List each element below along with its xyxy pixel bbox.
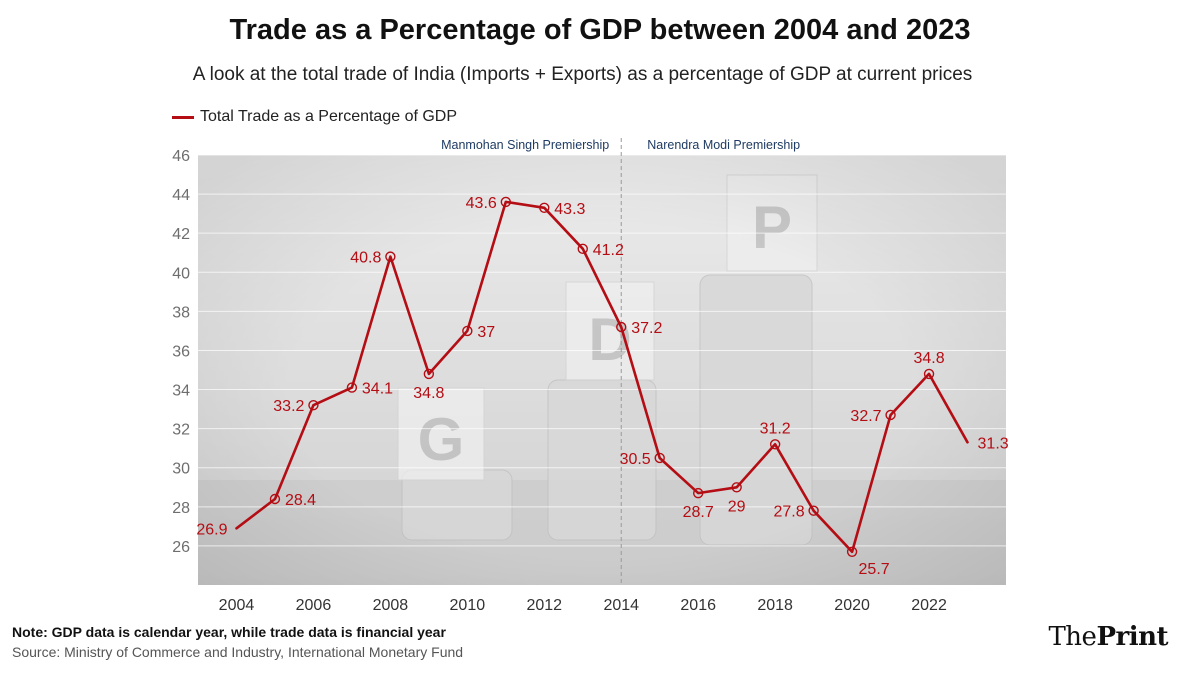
x-axis: 2004 2006 2008 2010 2012 2014 2016 2018 2020 2022 <box>219 597 947 614</box>
data-label-2013: 41.2 <box>593 242 624 259</box>
data-label-2010: 37 <box>477 324 495 341</box>
plot-background: G D P <box>198 155 1006 585</box>
point-2021 <box>885 409 896 421</box>
data-label-2016: 28.7 <box>683 504 714 521</box>
data-label-2007: 34.1 <box>362 381 393 398</box>
gridlines <box>198 154 1006 547</box>
data-label-2011: 43.6 <box>466 195 497 212</box>
y-axis: 26 28 30 32 34 36 38 40 42 44 46 <box>172 148 190 556</box>
x-tick-label-2010: 2010 <box>450 597 486 614</box>
y-tick-label-26: 26 <box>172 539 190 556</box>
chart-subtitle: A look at the total trade of India (Impo… <box>192 64 973 85</box>
y-tick-label-28: 28 <box>172 500 190 517</box>
point-2019 <box>808 505 819 516</box>
band-label-modi: Narendra Modi Premiership <box>647 138 800 152</box>
point-2018 <box>769 439 781 450</box>
data-label-2020: 25.7 <box>859 561 890 578</box>
x-tick-label-2006: 2006 <box>296 597 332 614</box>
y-tick-label-46: 46 <box>172 148 190 165</box>
y-tick-label-34: 34 <box>172 383 190 400</box>
point-2015 <box>654 452 665 464</box>
point-2022 <box>923 368 935 380</box>
chart-legend: Total Trade as a Percentage of GDP <box>172 107 457 127</box>
point-2014 <box>616 321 627 333</box>
y-tick-label-42: 42 <box>172 226 190 243</box>
brand-logo: ThePrint <box>1048 622 1168 652</box>
footnote: Note: GDP data is calendar year, while t… <box>12 624 446 640</box>
data-label-2017: 29 <box>728 498 746 515</box>
x-tick-label-2016: 2016 <box>680 597 716 614</box>
y-tick-label-30: 30 <box>172 461 190 478</box>
point-2013 <box>577 243 588 255</box>
series-total-trade: 26.9 28.4 33.2 34.1 40.8 34.8 37 43.6 43.3 41.2 37… <box>196 195 1008 578</box>
point-2016 <box>692 487 704 499</box>
x-tick-label-2008: 2008 <box>373 597 409 614</box>
data-label-2014: 37.2 <box>631 320 662 337</box>
data-label-2022: 34.8 <box>913 350 944 367</box>
point-2020 <box>846 546 858 557</box>
data-label-2005: 28.4 <box>285 492 316 509</box>
x-tick-label-2014: 2014 <box>603 597 639 614</box>
legend-label: Total Trade as a Percentage of GDP <box>200 108 458 125</box>
data-label-2008: 40.8 <box>350 250 381 267</box>
data-label-2012: 43.3 <box>554 201 585 218</box>
point-2005 <box>269 493 281 505</box>
y-tick-label-36: 36 <box>172 343 190 360</box>
chart-title: Trade as a Percentage of GDP between 200… <box>229 14 971 46</box>
data-label-2021: 32.7 <box>850 408 881 425</box>
point-2009 <box>423 368 435 380</box>
data-label-2009: 34.8 <box>413 385 444 402</box>
x-tick-label-2022: 2022 <box>911 597 947 614</box>
source-text: Source: Ministry of Commerce and Industr… <box>12 644 464 660</box>
point-2010 <box>462 325 473 337</box>
legend-line-swatch <box>172 115 194 119</box>
brand-part2: Print <box>1096 622 1168 652</box>
y-tick-label-44: 44 <box>172 187 190 204</box>
x-tick-label-2018: 2018 <box>757 597 793 614</box>
brand-part1: The <box>1048 622 1097 652</box>
point-2012 <box>539 202 550 213</box>
data-label-2018: 31.2 <box>760 420 791 437</box>
y-tick-label-32: 32 <box>172 422 190 439</box>
y-tick-label-40: 40 <box>172 265 190 282</box>
x-tick-label-2012: 2012 <box>526 597 562 614</box>
point-2008 <box>385 251 396 262</box>
series-line <box>235 200 969 554</box>
x-tick-label-2004: 2004 <box>219 597 255 614</box>
premiership-annotations: Manmohan Singh Premiership Narendra Modi … <box>441 138 800 585</box>
band-label-manmohan: Manmohan Singh Premiership <box>441 138 609 152</box>
y-tick-label-38: 38 <box>172 304 190 321</box>
data-label-2004: 26.9 <box>196 521 227 538</box>
data-label-2019: 27.8 <box>773 504 804 521</box>
point-2006 <box>308 399 319 411</box>
data-label-2015: 30.5 <box>620 451 651 468</box>
x-tick-label-2020: 2020 <box>834 597 870 614</box>
data-label-2023: 31.3 <box>978 435 1009 452</box>
point-2011 <box>500 196 512 208</box>
point-2017 <box>731 482 742 493</box>
point-2007 <box>346 382 358 393</box>
data-label-2006: 33.2 <box>273 398 304 415</box>
